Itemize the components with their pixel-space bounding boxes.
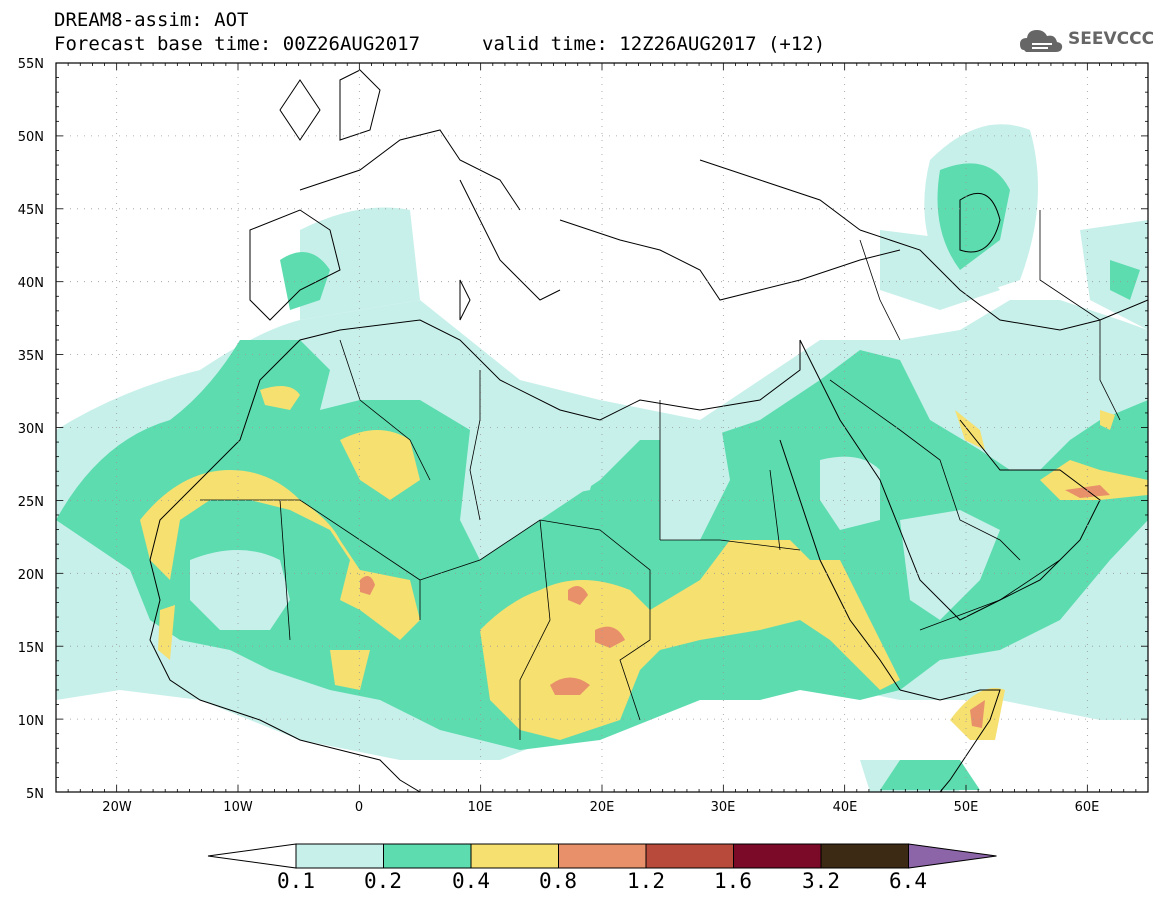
forecast-base-time: Forecast base time: 00Z26AUG2017	[54, 33, 421, 55]
lon-label: 0	[355, 800, 363, 815]
lon-label: 10W	[223, 800, 253, 815]
lon-label: 50E	[954, 800, 979, 815]
colorbar-min-triangle	[207, 843, 297, 869]
colorbar-segment	[295, 843, 384, 869]
colorbar-label: 1.6	[714, 869, 752, 893]
logo-text: SEEVCCC	[1068, 29, 1155, 49]
lat-label: 45N	[18, 203, 44, 218]
cloud-logo-icon	[1020, 30, 1063, 52]
latitude-labels: 55N 50N 45N 40N 35N 30N 25N 20N 15N 10N …	[18, 57, 44, 802]
aot-field	[56, 124, 1148, 792]
lat-label: 40N	[18, 276, 44, 291]
colorbar-label: 0.1	[277, 869, 315, 893]
lon-label: 30E	[711, 800, 736, 815]
colorbar-label: 0.4	[452, 869, 490, 893]
colorbar-segment	[470, 843, 559, 869]
lon-label: 20W	[102, 800, 132, 815]
lat-label: 25N	[18, 495, 44, 510]
colorbar-segment	[820, 843, 909, 869]
lon-label: 60E	[1075, 800, 1100, 815]
colorbar-segment	[645, 843, 734, 869]
axis-ticks	[55, 62, 1149, 793]
colorbar-segment	[733, 843, 822, 869]
lon-label: 10E	[468, 800, 493, 815]
colorbar-label: 0.2	[364, 869, 402, 893]
lat-label: 20N	[18, 568, 44, 583]
lat-label: 10N	[18, 714, 44, 729]
colorbar-max-triangle	[908, 843, 997, 869]
lat-label: 55N	[18, 57, 44, 72]
country-borders	[200, 210, 1121, 740]
lon-label: 40E	[833, 800, 858, 815]
lat-label: 50N	[18, 130, 44, 145]
colorbar-label: 1.2	[627, 869, 665, 893]
map-title: DREAM8-assim: AOT	[54, 9, 249, 31]
lat-label: 15N	[18, 641, 44, 656]
colorbar-label: 6.4	[889, 869, 927, 893]
colorbar	[207, 843, 997, 869]
lon-label: 20E	[590, 800, 615, 815]
lat-label: 5N	[26, 787, 44, 802]
graticule	[56, 63, 1148, 792]
colorbar-label: 0.8	[539, 869, 577, 893]
colorbar-segment	[383, 843, 472, 869]
valid-time: valid time: 12Z26AUG2017 (+12)	[482, 33, 826, 55]
lat-label: 35N	[18, 349, 44, 364]
lat-label: 30N	[18, 422, 44, 437]
colorbar-label: 3.2	[802, 869, 840, 893]
longitude-labels: 20W 10W 0 10E 20E 30E 40E 50E 60E	[102, 800, 1099, 815]
colorbar-segment	[558, 843, 647, 869]
